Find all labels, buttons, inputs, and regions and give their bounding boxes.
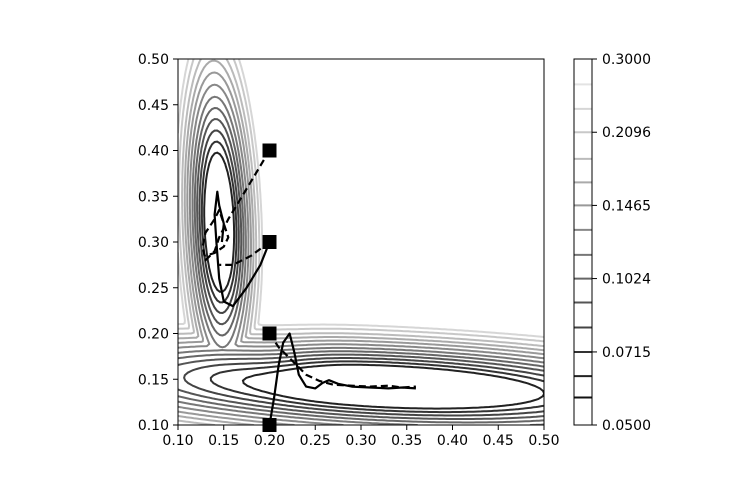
contour-line-4 — [178, 107, 544, 424]
colorbar-tick-label-5: 0.3000 — [602, 52, 651, 68]
x-tick-label-0: 0.10 — [162, 433, 193, 449]
colorbar: 0.0500 0.0715 0.1024 0.1465 0.2096 0.3000 — [573, 52, 651, 434]
marker-square-1 — [262, 235, 277, 249]
colorbar-tick-label-2: 0.1024 — [602, 272, 651, 288]
colorbar-tick-label-1: 0.0715 — [602, 345, 651, 361]
colorbar-frame — [573, 58, 593, 426]
contour-line-6 — [178, 83, 544, 425]
x-tick-label-6: 0.40 — [437, 433, 468, 449]
x-tick-label-7: 0.45 — [483, 433, 514, 449]
contour-line-2 — [183, 129, 544, 417]
y-tick-label-6: 0.40 — [138, 144, 169, 160]
marker-square-2 — [262, 326, 277, 341]
trajectory-dashed-0 — [201, 149, 271, 262]
contour-line-10 — [178, 59, 544, 343]
y-tick-label-7: 0.45 — [138, 98, 169, 114]
y-tick-label-0: 0.10 — [138, 418, 169, 434]
x-tick-label-5: 0.35 — [391, 433, 422, 449]
plot-area: 0.10 0.15 0.20 0.25 0.30 0.35 0.40 0.45 0.50 0.10… — [138, 52, 560, 449]
y-tick-label-2: 0.20 — [138, 327, 169, 343]
contour-line-8 — [178, 59, 544, 425]
trajectory-solid-2 — [213, 190, 271, 308]
y-tick-label-4: 0.30 — [138, 235, 169, 251]
y-tick-label-8: 0.50 — [138, 52, 169, 68]
x-tick-label-3: 0.25 — [300, 433, 331, 449]
trajectory-dashed-1 — [219, 241, 271, 266]
trajectory-solid-4 — [268, 332, 416, 425]
x-tick-label-4: 0.30 — [345, 433, 376, 449]
y-tick-label-5: 0.35 — [138, 189, 169, 205]
contour-line-3 — [178, 118, 544, 420]
y-tick-label-1: 0.15 — [138, 372, 169, 388]
y-tick-label-3: 0.25 — [138, 281, 169, 297]
trajectory-dashed-3 — [268, 332, 416, 389]
contour-line-5 — [178, 95, 544, 425]
contour-line-1 — [200, 140, 544, 414]
x-tick-label-1: 0.15 — [208, 433, 239, 449]
x-tick-label-2: 0.20 — [254, 433, 285, 449]
colorbar-tick-label-4: 0.2096 — [602, 125, 651, 141]
x-tick-label-8: 0.50 — [528, 433, 559, 449]
contour-lines — [178, 59, 544, 425]
colorbar-tick-label-3: 0.1465 — [602, 198, 651, 214]
colorbar-tick-label-0: 0.0500 — [602, 418, 651, 434]
contour-line-0 — [203, 151, 544, 410]
marker-square-0 — [262, 143, 277, 158]
